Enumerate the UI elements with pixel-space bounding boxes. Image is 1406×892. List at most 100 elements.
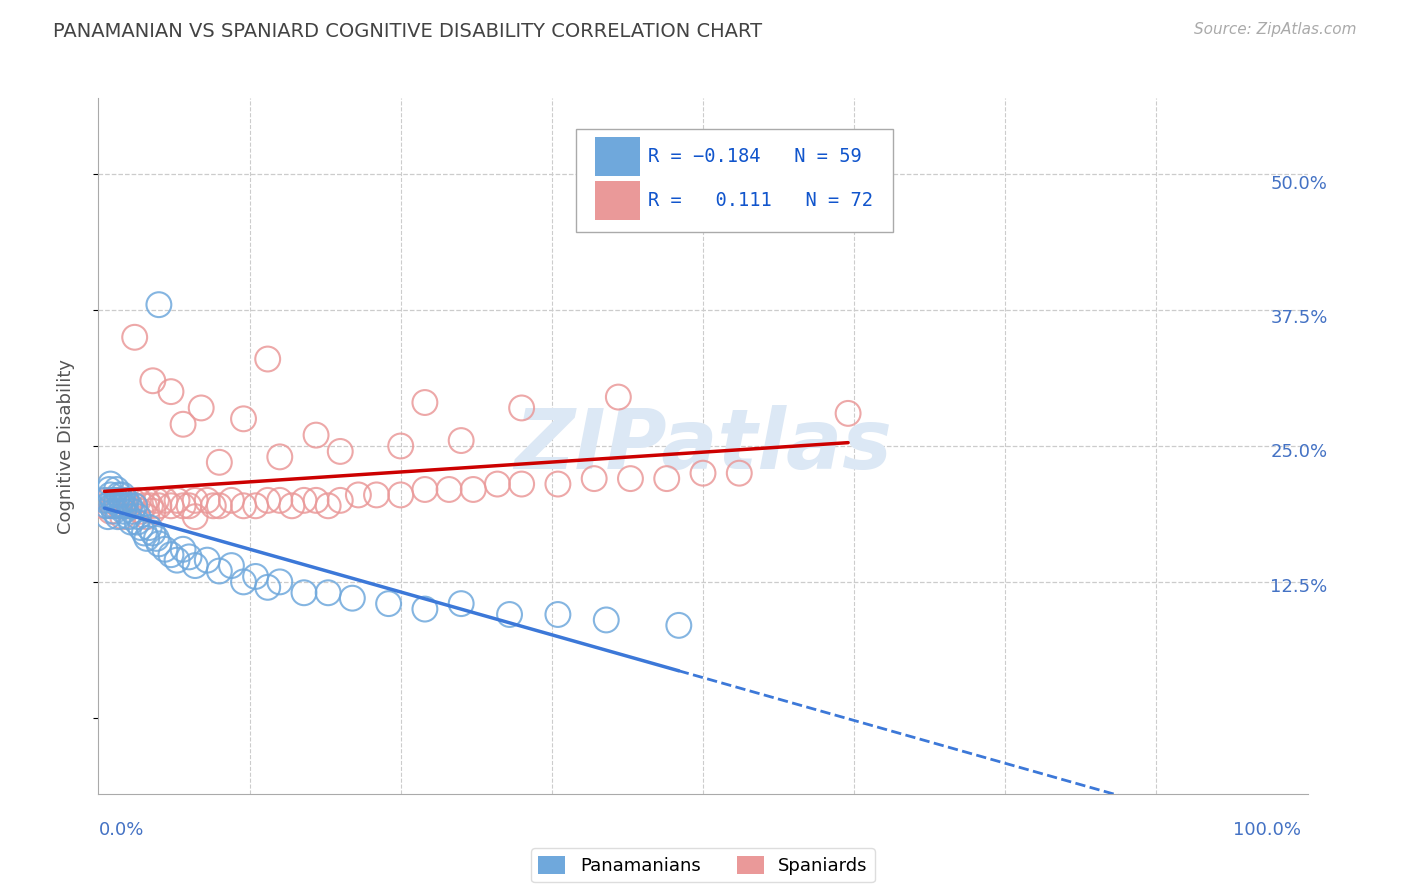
- Point: [246, 502, 269, 516]
- Point: [269, 502, 291, 516]
- Point: [426, 599, 449, 613]
- Point: [437, 443, 460, 458]
- Point: [186, 513, 209, 527]
- Point: [676, 475, 699, 490]
- Point: [217, 497, 239, 511]
- Text: PANAMANIAN VS SPANIARD COGNITIVE DISABILITY CORRELATION CHART: PANAMANIAN VS SPANIARD COGNITIVE DISABIL…: [53, 22, 762, 41]
- Point: [252, 497, 274, 511]
- Point: [371, 588, 394, 602]
- Point: [318, 358, 340, 372]
- Point: [458, 401, 481, 415]
- Point: [579, 481, 602, 495]
- Point: [172, 502, 194, 516]
- Point: [181, 497, 204, 511]
- Point: [177, 502, 200, 516]
- Point: [219, 304, 242, 318]
- Point: [231, 502, 253, 516]
- Point: [240, 502, 263, 516]
- Point: [371, 502, 394, 516]
- Point: [183, 502, 205, 516]
- Point: [211, 524, 233, 538]
- Point: [382, 449, 405, 463]
- Point: [194, 518, 217, 533]
- Point: [263, 556, 285, 570]
- Point: [252, 561, 274, 575]
- Point: [633, 395, 655, 409]
- Point: [360, 497, 382, 511]
- Point: [328, 454, 350, 468]
- Point: [181, 497, 204, 511]
- Point: [621, 615, 644, 630]
- Point: [176, 508, 198, 522]
- Point: [197, 502, 219, 516]
- Point: [219, 540, 242, 554]
- Point: [546, 481, 568, 495]
- Point: [339, 502, 361, 516]
- Point: [202, 524, 225, 538]
- Point: [173, 513, 195, 527]
- Point: [263, 497, 285, 511]
- Point: [208, 497, 231, 511]
- Point: [274, 566, 297, 581]
- Point: [195, 497, 218, 511]
- Point: [415, 491, 437, 506]
- Point: [217, 534, 239, 549]
- Point: [240, 422, 263, 436]
- Point: [208, 513, 231, 527]
- Point: [307, 502, 329, 516]
- Point: [170, 502, 193, 516]
- Point: [186, 502, 209, 516]
- Point: [246, 553, 269, 567]
- Point: [382, 497, 405, 511]
- Point: [350, 497, 373, 511]
- Point: [202, 508, 225, 522]
- Point: [284, 561, 307, 575]
- Point: [191, 502, 214, 516]
- Point: [492, 438, 515, 452]
- Point: [181, 486, 204, 500]
- Point: [612, 475, 634, 490]
- Point: [458, 604, 481, 618]
- Point: [458, 486, 481, 500]
- Point: [191, 513, 214, 527]
- Point: [328, 577, 350, 591]
- Point: [180, 502, 202, 516]
- Point: [201, 513, 224, 527]
- Point: [174, 486, 197, 500]
- Point: [318, 582, 340, 597]
- Point: [214, 529, 236, 543]
- Point: [318, 497, 340, 511]
- Point: [225, 545, 247, 559]
- Text: R =   0.111   N = 72: R = 0.111 N = 72: [648, 191, 873, 210]
- Point: [170, 497, 193, 511]
- Text: Source: ZipAtlas.com: Source: ZipAtlas.com: [1194, 22, 1357, 37]
- Text: ZIPatlas: ZIPatlas: [531, 410, 910, 491]
- Point: [176, 491, 198, 506]
- Point: [307, 572, 329, 586]
- Point: [183, 491, 205, 506]
- Point: [214, 508, 236, 522]
- Point: [481, 486, 503, 500]
- Point: [181, 513, 204, 527]
- Point: [295, 502, 318, 516]
- Point: [235, 556, 257, 570]
- Point: [524, 481, 547, 495]
- Point: [186, 497, 208, 511]
- Point: [534, 609, 557, 624]
- Point: [231, 550, 253, 565]
- Point: [195, 508, 218, 522]
- Text: 100.0%: 100.0%: [1233, 821, 1301, 838]
- Point: [219, 502, 242, 516]
- Point: [208, 534, 231, 549]
- Point: [252, 513, 274, 527]
- Point: [240, 545, 263, 559]
- Point: [177, 502, 200, 516]
- Point: [188, 497, 211, 511]
- Point: [295, 417, 318, 431]
- Text: 0.0%: 0.0%: [98, 821, 143, 838]
- Point: [492, 599, 515, 613]
- Point: [579, 609, 602, 624]
- Point: [201, 497, 224, 511]
- Point: [394, 593, 416, 607]
- Point: [197, 502, 219, 516]
